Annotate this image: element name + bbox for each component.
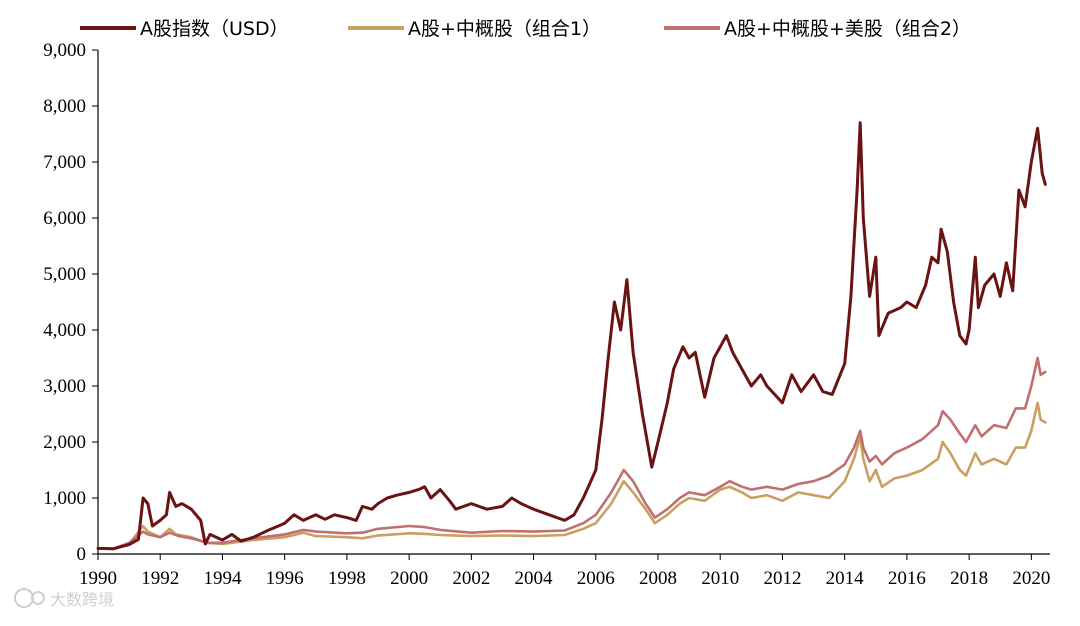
x-tick-label: 2016: [888, 568, 926, 589]
y-tick-label: 9,000: [43, 40, 86, 61]
watermark: 大数跨境: [14, 588, 114, 609]
x-tick-label: 1992: [141, 568, 179, 589]
series-line-portfolio-1: [96, 401, 1047, 551]
x-tick-label: 2004: [515, 568, 554, 589]
x-axis: 1990 1992 1994 1996 1998 2000 2002 2004 2006 2008…: [79, 553, 1050, 589]
x-tick-label: 2020: [1012, 568, 1050, 589]
y-tick-label: 4,000: [43, 320, 86, 341]
y-tick-label: 2,000: [43, 432, 86, 453]
x-tick-label: 1996: [266, 568, 304, 589]
y-tick-label: 6,000: [43, 208, 86, 229]
legend-label-portfolio-1: A股+中概股（组合1）: [408, 18, 601, 40]
x-tick-label: 1990: [79, 568, 117, 589]
watermark-logo-icon-dot: [31, 591, 45, 605]
x-tick-label: 2018: [950, 568, 988, 589]
x-tick-label: 2014: [826, 568, 865, 589]
watermark-text: 大数跨境: [50, 590, 114, 609]
x-tick-label: 2012: [763, 568, 801, 589]
y-tick-label: 5,000: [43, 264, 86, 285]
x-tick-label: 2002: [452, 568, 490, 589]
y-tick-label: 8,000: [43, 96, 86, 117]
watermark-logo-icon: [14, 588, 34, 608]
y-tick-label: 0: [77, 544, 87, 565]
legend-label-portfolio-2: A股+中概股+美股（组合2）: [724, 18, 971, 40]
x-tick-label: 1994: [203, 568, 242, 589]
x-tick-label: 2010: [701, 568, 739, 589]
series-group: [96, 121, 1047, 551]
series-line-portfolio-2: [96, 356, 1047, 550]
y-tick-label: 3,000: [43, 376, 86, 397]
x-tick-label: 1998: [328, 568, 366, 589]
x-tick-label: 2008: [639, 568, 677, 589]
x-tick-label: 2000: [390, 568, 428, 589]
series-line-a-share: [96, 121, 1047, 551]
legend-label-a-share: A股指数（USD）: [140, 18, 289, 40]
y-axis: 0 1,000 2,000 3,000 4,000 5,000 6,000 7,000 8,00…: [43, 40, 99, 565]
y-tick-label: 7,000: [43, 152, 86, 173]
y-tick-label: 1,000: [43, 488, 86, 509]
x-tick-label: 2006: [577, 568, 615, 589]
legend: A股指数（USD） A股+中概股（组合1） A股+中概股+美股（组合2）: [80, 18, 971, 40]
